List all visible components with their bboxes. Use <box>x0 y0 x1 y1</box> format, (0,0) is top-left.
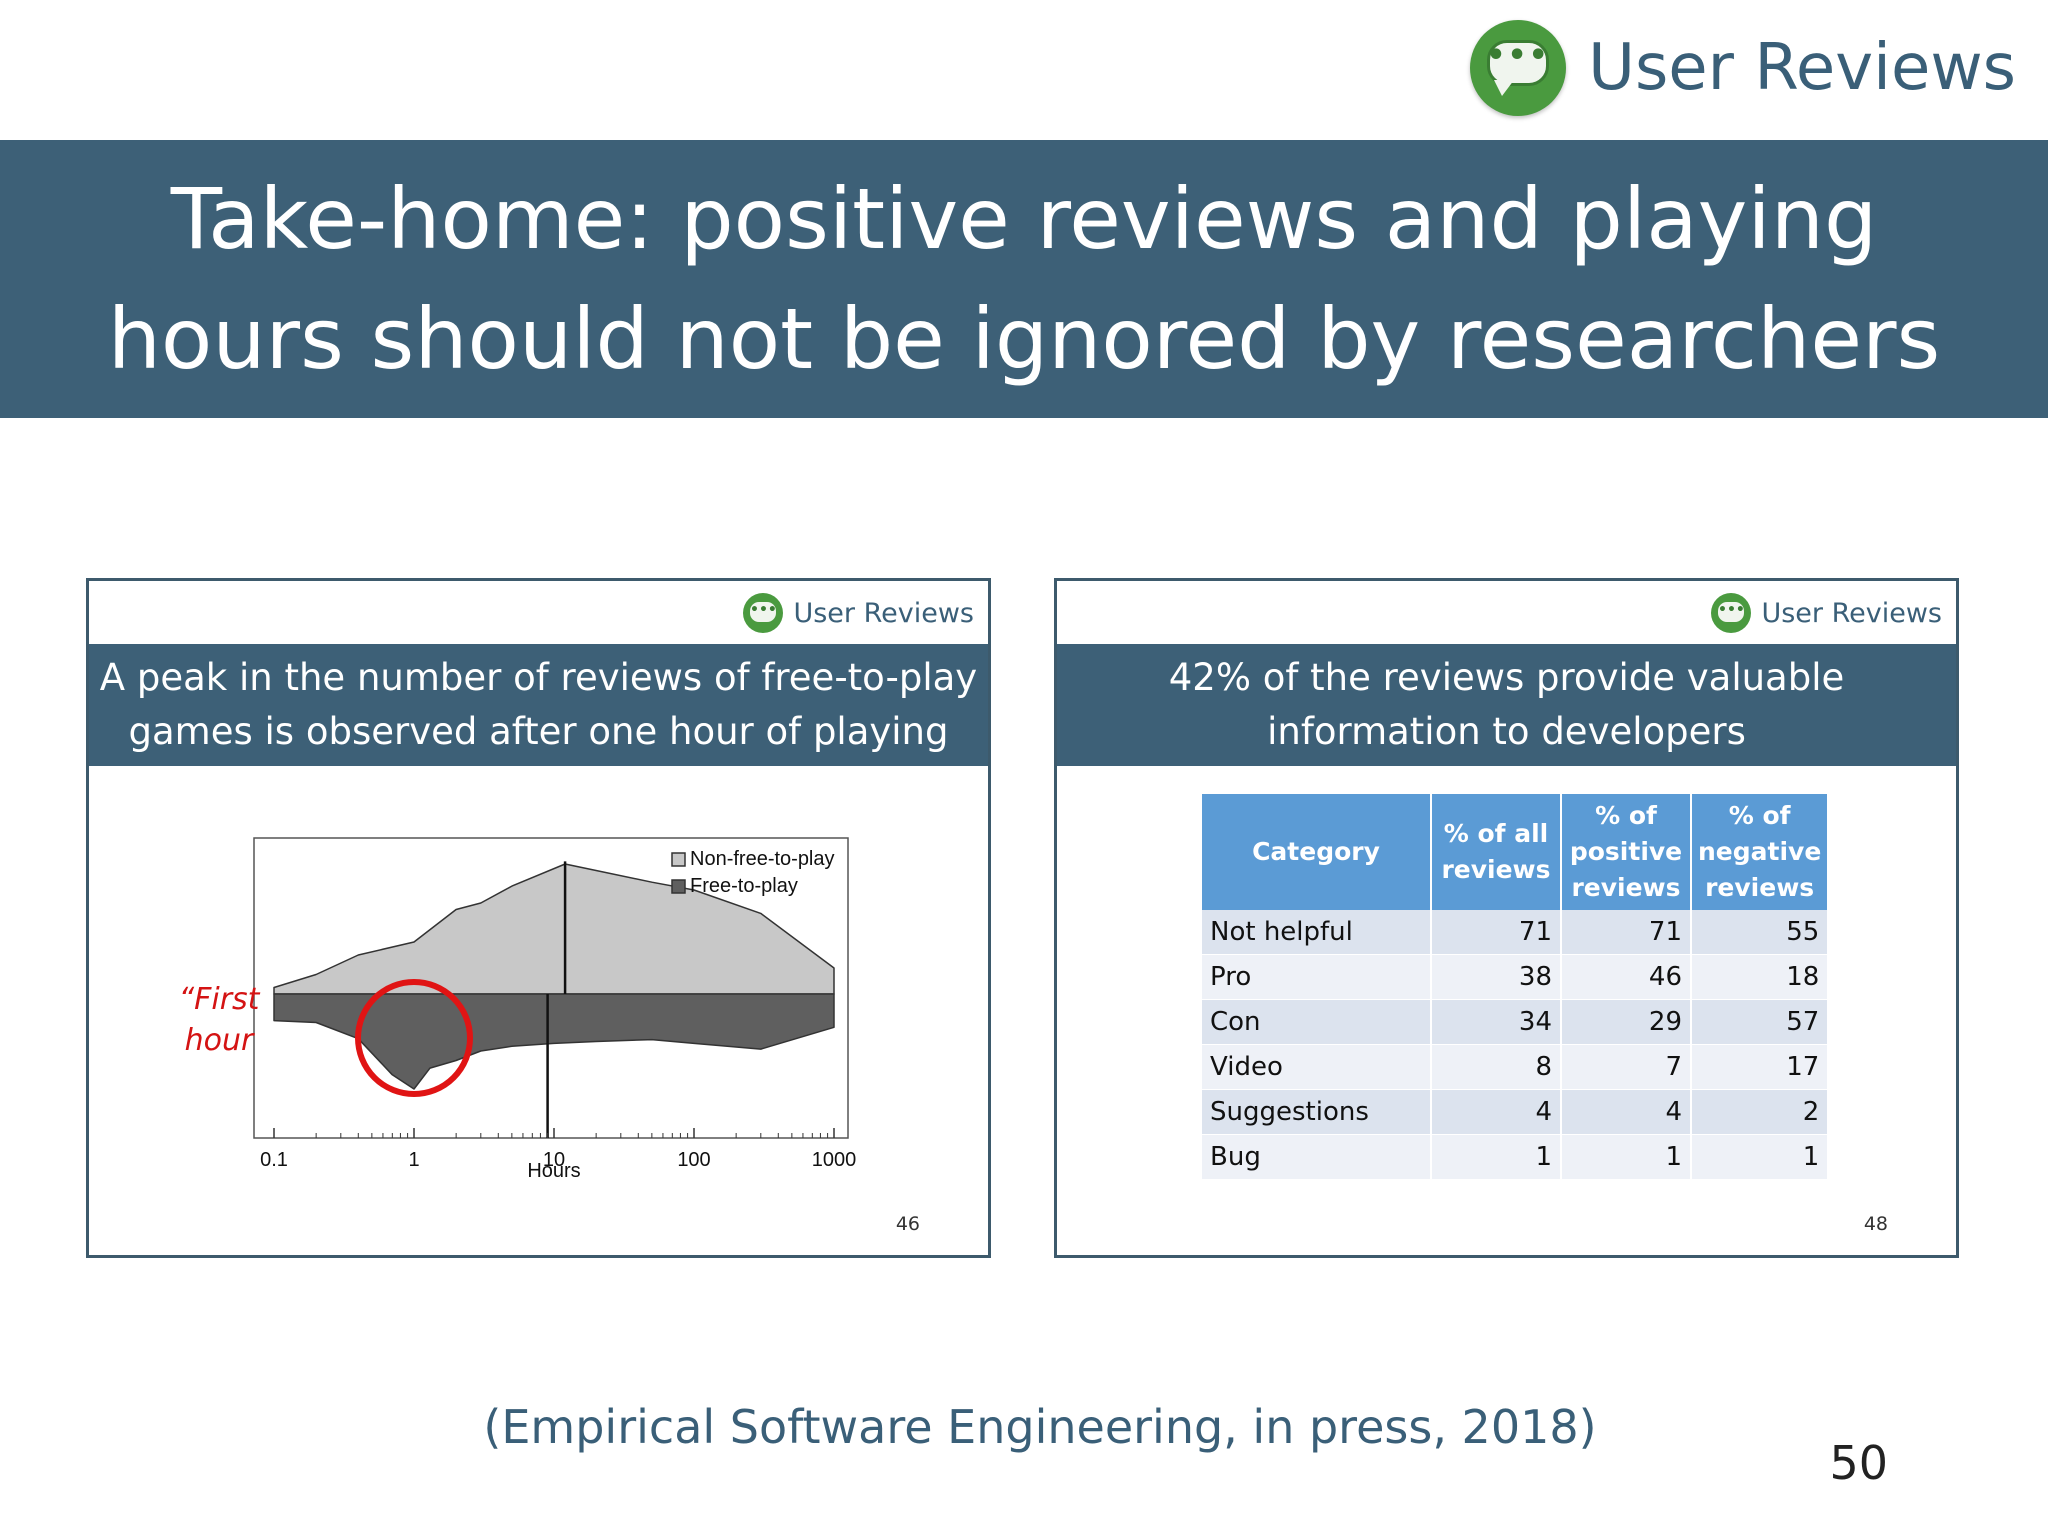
highlight-circle <box>355 979 473 1097</box>
legend-swatch-non-free <box>671 852 686 867</box>
cell-positive: 7 <box>1561 1044 1692 1090</box>
mini-brand: ••• User Reviews <box>743 593 974 633</box>
cell-all: 71 <box>1431 910 1562 955</box>
card-title: A peak in the number of reviews of free-… <box>99 656 978 753</box>
x-axis-label: Hours <box>527 1160 580 1182</box>
cell-category: Not helpful <box>1202 910 1432 955</box>
series-area-free-to-play <box>273 993 835 1090</box>
card-title-banner: 42% of the reviews provide valuable info… <box>1057 644 1956 766</box>
x-tick-label: 1000 <box>812 1149 857 1171</box>
cell-positive: 4 <box>1561 1089 1692 1135</box>
legend-non-free-label: Non-free-to-play <box>690 848 835 870</box>
cell-negative: 1 <box>1691 1134 1830 1180</box>
card-title-banner: A peak in the number of reviews of free-… <box>89 644 988 766</box>
brand-label: User Reviews <box>1588 31 2016 105</box>
header-all-reviews: % of all reviews <box>1431 794 1562 910</box>
review-density-chart: 0.1 1 10 100 1000 Non-free-to-play Free-to-p… <box>129 801 949 1201</box>
cell-positive: 46 <box>1561 954 1692 1000</box>
legend-free-label: Free-to-play <box>690 875 798 897</box>
cell-negative: 17 <box>1691 1044 1830 1090</box>
review-category-table: Category % of all reviews % of positive … <box>1202 794 1830 1180</box>
series-area-non-free-to-play <box>273 863 835 995</box>
table-header-row: Category % of all reviews % of positive … <box>1202 794 1830 910</box>
x-tick-label: 100 <box>677 1149 710 1171</box>
plot-frame <box>253 837 849 1139</box>
cell-category: Pro <box>1202 954 1432 1000</box>
legend-swatch-free <box>671 879 686 894</box>
mini-brand-label: User Reviews <box>793 597 974 629</box>
chart-svg: 0.1 1 10 100 1000 Non-free-to-play Free-to-p… <box>178 837 857 1182</box>
mini-brand-label: User Reviews <box>1761 597 1942 629</box>
table-row: Con 34 29 57 <box>1202 999 1830 1045</box>
citation: (Empirical Software Engineering, in pres… <box>483 1400 1597 1454</box>
cell-all: 34 <box>1431 999 1562 1045</box>
x-tick-label: 1 <box>408 1149 419 1171</box>
page-number: 46 <box>895 1213 920 1235</box>
table-row: Bug 1 1 1 <box>1202 1134 1830 1180</box>
cell-positive: 29 <box>1561 999 1692 1045</box>
cell-all: 38 <box>1431 954 1562 1000</box>
cell-positive: 71 <box>1561 910 1692 955</box>
chat-bubble-icon: ••• <box>1711 593 1752 633</box>
brand-header: ••• User Reviews <box>1470 20 2016 116</box>
table-row: Suggestions 4 4 2 <box>1202 1089 1830 1135</box>
table-row: Not helpful 71 71 55 <box>1202 910 1830 955</box>
cell-all: 4 <box>1431 1089 1562 1135</box>
header-category: Category <box>1202 794 1432 910</box>
cell-category: Bug <box>1202 1134 1432 1180</box>
header-positive-reviews: % of positive reviews <box>1561 794 1692 910</box>
slide-number: 50 <box>1829 1436 1888 1490</box>
table-row: Video 8 7 17 <box>1202 1044 1830 1090</box>
cell-all: 1 <box>1431 1134 1562 1180</box>
slide-thumbnail-46: ••• User Reviews A peak in the number of… <box>86 578 991 1258</box>
card-title: 42% of the reviews provide valuable info… <box>1168 656 1845 753</box>
annotation-box: “First hour experience” <box>178 982 260 1058</box>
chat-bubble-icon: ••• <box>1470 20 1567 116</box>
cell-all: 8 <box>1431 1044 1562 1090</box>
cell-category: Video <box>1202 1044 1432 1090</box>
page-number: 48 <box>1863 1213 1888 1235</box>
title-banner: Take-home: positive reviews and playing … <box>0 140 2048 418</box>
chat-bubble-icon: ••• <box>743 593 784 633</box>
cell-category: Con <box>1202 999 1432 1045</box>
table-row: Pro 38 46 18 <box>1202 954 1830 1000</box>
cell-category: Suggestions <box>1202 1089 1432 1135</box>
cell-negative: 2 <box>1691 1089 1830 1135</box>
x-tick-label: 10 <box>543 1149 565 1171</box>
header-negative-reviews: % of negative reviews <box>1691 794 1830 910</box>
cell-positive: 1 <box>1561 1134 1692 1180</box>
first-hour-annotation: “First hour experience” <box>178 982 260 1058</box>
mini-brand: ••• User Reviews <box>1711 593 1942 633</box>
cell-negative: 57 <box>1691 999 1830 1045</box>
slide-title: Take-home: positive reviews and playing … <box>107 170 1941 388</box>
cell-negative: 55 <box>1691 910 1830 955</box>
x-tick-label: 0.1 <box>260 1149 288 1171</box>
slide-thumbnail-48: ••• User Reviews 42% of the reviews prov… <box>1054 578 1959 1258</box>
cell-negative: 18 <box>1691 954 1830 1000</box>
